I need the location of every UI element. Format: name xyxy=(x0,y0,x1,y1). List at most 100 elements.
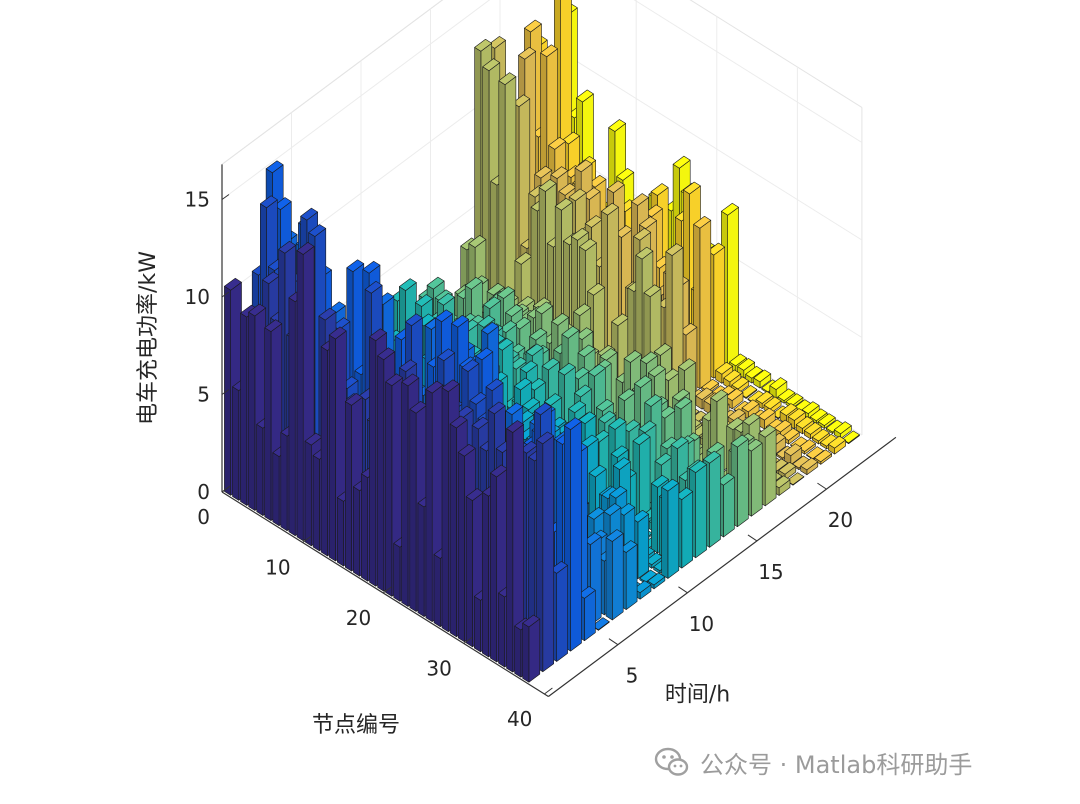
bar-face xyxy=(441,379,460,393)
bar xyxy=(730,434,749,528)
time-tick-mark xyxy=(817,482,827,490)
bar-face xyxy=(405,313,423,327)
bar-face xyxy=(362,260,381,274)
bar-face xyxy=(346,259,365,273)
bar-face xyxy=(784,443,802,457)
bar-face xyxy=(619,540,638,553)
bar-face xyxy=(795,416,814,429)
bar-face xyxy=(240,312,248,506)
bar-face xyxy=(587,282,605,296)
bar-face xyxy=(644,394,663,407)
bar-face xyxy=(498,592,506,668)
bar-face xyxy=(377,355,385,592)
bar-face xyxy=(513,377,532,391)
bar-face xyxy=(519,360,538,374)
bar-face xyxy=(661,478,680,492)
bar-face xyxy=(611,533,624,621)
bar-face xyxy=(486,282,505,296)
bar-face xyxy=(385,373,404,387)
bar-face xyxy=(772,475,791,489)
bar-face xyxy=(651,483,658,554)
bar-face xyxy=(584,589,596,642)
bar-face xyxy=(475,347,494,361)
bar-face xyxy=(573,303,592,317)
bar-face xyxy=(710,389,729,403)
bar-face xyxy=(695,387,714,401)
time-tick-mark xyxy=(747,534,758,542)
bar-face xyxy=(632,432,651,446)
bar-face xyxy=(723,369,742,383)
bar-face xyxy=(672,388,690,402)
z-tick-label: 0 xyxy=(197,480,210,504)
bar-face xyxy=(571,366,590,380)
bar-face xyxy=(631,193,649,206)
bar-face xyxy=(529,327,548,341)
time-tick-mark xyxy=(678,586,688,594)
bar-face xyxy=(695,464,707,559)
wechat-icon xyxy=(654,747,689,776)
node-tick-mark xyxy=(221,485,231,493)
bar-face xyxy=(464,277,483,290)
bar-face xyxy=(706,441,725,455)
bar-face xyxy=(579,238,597,252)
bar-face xyxy=(481,321,499,335)
bar-face xyxy=(716,472,735,486)
z-tick-mark xyxy=(221,291,230,298)
bar-face xyxy=(608,119,627,132)
bar-face xyxy=(506,428,514,673)
bar-face xyxy=(425,380,444,394)
bar-face xyxy=(609,485,628,499)
bar-face xyxy=(473,596,481,653)
bar-face xyxy=(561,325,580,339)
watermark: 公众号 · Matlab科研助手 xyxy=(652,742,972,782)
bar-face xyxy=(635,246,654,260)
bar-face xyxy=(248,311,256,511)
bar-face xyxy=(304,440,312,547)
bar-face xyxy=(514,625,522,678)
bar-face xyxy=(631,509,650,523)
node-tick-mark xyxy=(382,586,392,594)
bar-face xyxy=(741,399,760,413)
bar-face xyxy=(737,438,749,528)
bar-face xyxy=(667,482,680,579)
bar-face xyxy=(633,580,652,594)
time-axis-label: 时间/h xyxy=(665,682,730,707)
time-tick-label: 15 xyxy=(758,560,783,584)
bars xyxy=(224,0,860,683)
bar-face xyxy=(409,408,417,612)
bar-face xyxy=(634,375,652,388)
bar-face xyxy=(801,401,820,414)
bar-face xyxy=(504,76,517,325)
bar-face xyxy=(672,155,691,169)
bar-face xyxy=(739,385,758,398)
bar-face xyxy=(677,358,696,371)
bar xyxy=(784,443,802,466)
bar-face xyxy=(441,387,449,633)
bar-face xyxy=(709,454,721,548)
bar-face xyxy=(550,561,568,574)
bar-face xyxy=(468,235,487,248)
bar-face xyxy=(605,537,613,621)
bar-face xyxy=(653,343,672,356)
bar-face xyxy=(232,386,240,501)
bar-face xyxy=(437,348,456,362)
bar-face xyxy=(599,348,618,361)
bar-face xyxy=(534,165,553,179)
bar xyxy=(661,478,680,579)
bar-face xyxy=(608,417,627,430)
bar-face xyxy=(727,408,746,422)
bar-face xyxy=(497,286,515,299)
bar-face xyxy=(449,415,468,429)
bar-face xyxy=(606,180,625,193)
bar-face xyxy=(482,58,501,71)
bar-face xyxy=(633,228,652,241)
bar-face xyxy=(577,586,596,599)
bar-face xyxy=(433,554,441,628)
watermark-text: 公众号 · Matlab科研助手 xyxy=(700,750,973,779)
bar-face xyxy=(437,292,455,306)
bar-face xyxy=(377,347,396,361)
bar-face xyxy=(248,303,267,317)
bar-face xyxy=(841,430,860,444)
bar-face xyxy=(622,419,641,433)
